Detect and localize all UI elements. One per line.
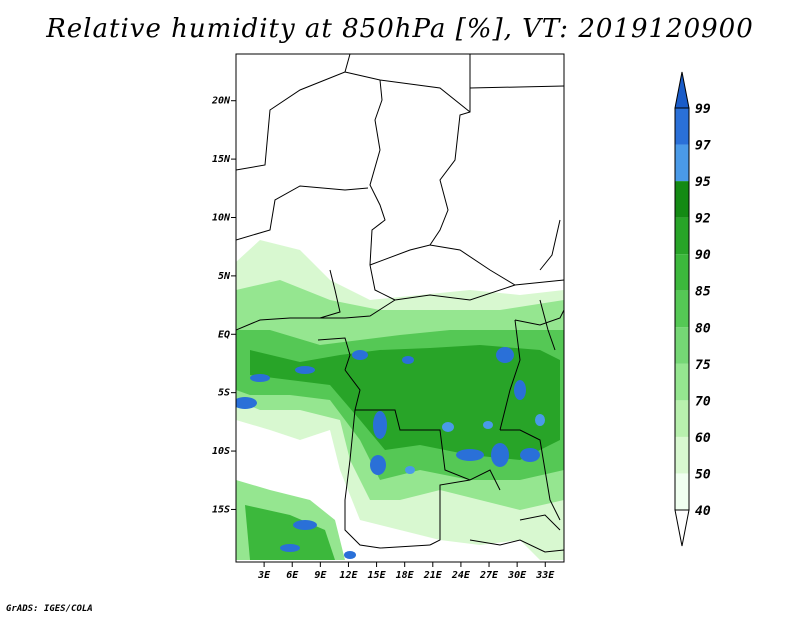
lat-tick-label: 15N (212, 154, 231, 165)
lat-tick-label: 20N (211, 96, 231, 107)
colorbar-label: 90 (695, 248, 711, 263)
border-zimbabwe (469, 539, 564, 553)
lat-tick-label: 5S (218, 388, 230, 399)
colorbar-label: 92 (695, 212, 711, 227)
lon-tick-label: 6E (286, 570, 299, 581)
humidity-cell (456, 449, 484, 461)
colorbar-segment (675, 144, 689, 182)
country-borders (236, 54, 564, 553)
lat-tick-label: 5N (218, 271, 231, 282)
humidity-cell (236, 397, 257, 409)
colorbar-label: 75 (695, 358, 711, 373)
colorbar-max-arrow (674, 71, 690, 109)
border-cameroon (319, 269, 341, 319)
humidity-cell (373, 411, 387, 439)
border-algeria-niger (236, 54, 351, 171)
border-malawi (519, 514, 561, 531)
colorbar-min-arrow (674, 509, 690, 547)
colorbar-segment (675, 290, 689, 328)
humidity-cell (402, 356, 414, 364)
lon-tick-label: 27E (479, 570, 499, 581)
border-lakes (499, 319, 521, 431)
sw-patch-inner (245, 505, 335, 560)
humidity-cell (370, 455, 386, 475)
border-uganda (514, 309, 564, 326)
colorbar-segment (675, 217, 689, 255)
lat-tick-label: 10S (212, 446, 230, 457)
colorbar-segment (675, 181, 689, 218)
colorbar-label: 50 (695, 467, 711, 482)
colorbar-segment (675, 436, 689, 474)
humidity-cell (295, 366, 315, 374)
border-cam-congo (320, 299, 396, 319)
border-angola-zambia (429, 479, 471, 546)
lon-tick-label: 24E (451, 570, 471, 581)
colorbar: 40 50 60 70 75 80 85 90 92 95 97 99 (674, 71, 711, 547)
lon-tick-label: 12E (339, 570, 358, 581)
humidity-cell (352, 350, 368, 360)
humidity-map: 20N 15N 10N 5N EQ 5S 10S 15S 3E 6E 9E 12E 15E 18E 21E… (211, 53, 711, 581)
border-car-sudan (369, 244, 564, 286)
colorbar-label: 70 (695, 394, 711, 409)
border-tanzania-zambia (500, 429, 561, 521)
border-ethiopia (539, 219, 561, 271)
lon-tick-label: 3E (257, 570, 271, 581)
lon-tick-label: 18E (396, 570, 415, 581)
colorbar-segment (675, 363, 689, 401)
border-egypt-north (469, 85, 564, 89)
humidity-cell (483, 421, 493, 429)
humidity-cell (496, 347, 514, 363)
colorbar-segment (675, 473, 689, 510)
colorbar-label: 97 (695, 139, 711, 154)
map-frame (235, 53, 565, 563)
lat-tick-label: 15S (212, 504, 230, 515)
humidity-cell (293, 520, 317, 530)
colorbar-segment (675, 400, 689, 437)
lon-tick-label: 33E (535, 570, 555, 581)
humidity-cell (535, 414, 545, 426)
border-angola-west (344, 409, 431, 549)
colorbar-label: 95 (695, 175, 711, 190)
colorbar-segment (675, 108, 689, 145)
humidity-cell (514, 380, 526, 400)
lon-tick-label: 9E (314, 570, 327, 581)
colorbar-label: 85 (695, 285, 711, 300)
border-chad (369, 79, 396, 301)
humidity-cell (442, 422, 454, 432)
latitude-axis: 20N 15N 10N 5N EQ 5S 10S 15S (211, 96, 236, 515)
border-gabon (317, 337, 351, 371)
lon-tick-label: 15E (368, 570, 387, 581)
humidity-cell (405, 466, 415, 474)
lon-tick-label: 21E (423, 570, 443, 581)
border-egypt-sudan (429, 54, 471, 246)
humidity-cell (491, 443, 509, 467)
border-niger-nigeria (236, 185, 369, 241)
border-coast-gulf (236, 317, 320, 331)
humidity-cell (520, 448, 540, 462)
border-libya (344, 71, 471, 113)
border-kenya (539, 299, 556, 351)
lat-tick-label: 10N (212, 212, 231, 223)
grads-credit: GrADS: IGES/COLA (6, 604, 93, 614)
map-title: Relative humidity at 850hPa [%], VT: 201… (46, 14, 754, 44)
humidity-cell (280, 544, 300, 552)
colorbar-label: 60 (695, 431, 711, 446)
humidity-field (236, 240, 564, 560)
lon-tick-label: 30E (507, 570, 527, 581)
wet-core (250, 345, 560, 460)
lat-tick-label: EQ (218, 329, 230, 340)
humidity-cell (344, 551, 356, 559)
border-car-drc (394, 284, 516, 301)
colorbar-label: 80 (695, 321, 711, 336)
colorbar-segment (675, 327, 689, 364)
longitude-axis: 3E 6E 9E 12E 15E 18E 21E 24E 27E 30E 33E (257, 562, 555, 581)
colorbar-segment (675, 254, 689, 291)
colorbar-frame (674, 107, 690, 511)
colorbar-label: 40 (695, 504, 711, 519)
colorbar-label: 99 (695, 102, 711, 117)
humidity-cell (250, 374, 270, 382)
border-drc-angola (344, 369, 501, 491)
